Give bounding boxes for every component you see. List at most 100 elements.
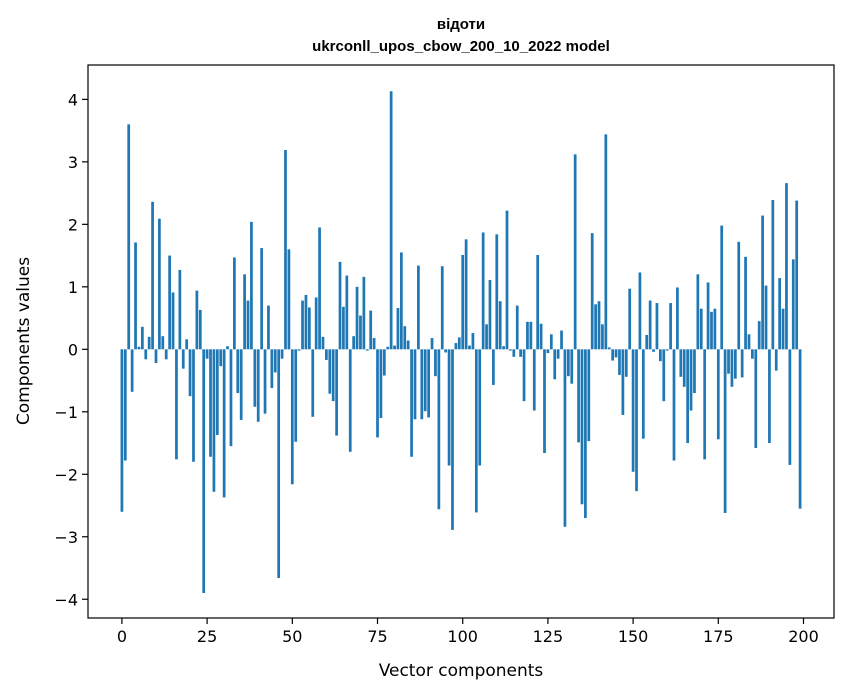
- x-tick-label: 175: [703, 627, 734, 646]
- bar-16: [175, 349, 178, 460]
- bar-62: [331, 349, 335, 402]
- bar-33: [233, 257, 236, 350]
- bar-103: [471, 333, 475, 350]
- bar-164: [679, 349, 683, 377]
- bar-123: [539, 323, 543, 350]
- bar-86: [413, 349, 417, 420]
- bar-152: [638, 272, 642, 350]
- bar-74: [372, 338, 376, 350]
- bar-147: [621, 349, 625, 415]
- bar-4: [134, 242, 137, 350]
- bar-197: [791, 259, 795, 350]
- bar-139: [594, 304, 597, 350]
- bar-26: [209, 349, 212, 457]
- x-tick-label: 125: [533, 627, 564, 646]
- x-tick-label: 75: [367, 627, 387, 646]
- bar-35: [239, 349, 243, 420]
- bar-25: [205, 349, 209, 359]
- bar-72: [365, 349, 369, 351]
- bar-66: [345, 275, 349, 350]
- bar-83: [403, 326, 407, 350]
- bar-series: [120, 91, 802, 593]
- bar-34: [236, 349, 240, 394]
- bar-94: [440, 266, 444, 350]
- bar-67: [348, 349, 352, 452]
- bar-194: [781, 308, 785, 350]
- bar-29: [219, 349, 223, 367]
- bar-22: [195, 290, 199, 350]
- bar-32: [229, 349, 233, 447]
- bar-193: [778, 278, 782, 350]
- bar-113: [505, 210, 509, 350]
- bar-41: [260, 248, 263, 350]
- bar-166: [686, 349, 689, 444]
- bar-46: [277, 349, 281, 579]
- bar-54: [304, 294, 308, 350]
- bar-96: [447, 349, 451, 466]
- bar-78: [386, 346, 390, 350]
- bar-151: [635, 349, 638, 492]
- bar-42: [263, 349, 267, 414]
- chart-title-line1: відоти: [437, 16, 485, 33]
- bar-189: [764, 285, 768, 350]
- bar-82: [400, 252, 403, 350]
- bar-126: [549, 334, 553, 350]
- bar-184: [747, 334, 751, 350]
- bar-122: [536, 254, 540, 350]
- bar-105: [478, 349, 482, 466]
- bar-14: [168, 255, 171, 350]
- bar-60: [325, 349, 328, 360]
- bar-61: [328, 349, 332, 394]
- bar-146: [618, 349, 621, 375]
- bar-150: [631, 349, 635, 472]
- bar-31: [226, 346, 229, 350]
- bar-45: [273, 349, 277, 373]
- bar-20: [188, 349, 192, 397]
- bar-162: [672, 349, 676, 461]
- bar-17: [178, 269, 182, 350]
- bar-9: [151, 201, 154, 350]
- bar-165: [682, 349, 686, 387]
- bar-173: [710, 311, 713, 350]
- bar-44: [270, 349, 274, 389]
- bar-124: [543, 349, 546, 454]
- x-axis-label: Vector components: [379, 661, 544, 681]
- bar-58: [318, 227, 321, 350]
- bar-159: [662, 349, 666, 402]
- bar-185: [751, 349, 754, 359]
- bar-63: [335, 349, 338, 436]
- bar-15: [171, 292, 175, 350]
- y-tick-label: 0: [68, 340, 78, 359]
- bar-23: [198, 309, 202, 350]
- bar-148: [624, 349, 628, 377]
- y-tick-label: −3: [54, 528, 78, 547]
- bar-49: [287, 249, 291, 350]
- bar-198: [795, 200, 799, 350]
- bar-21: [192, 349, 195, 462]
- bar-175: [716, 349, 720, 440]
- bar-191: [771, 199, 775, 350]
- bar-79: [389, 91, 393, 350]
- y-axis-label: Components values: [14, 257, 34, 425]
- bar-107: [485, 324, 488, 350]
- bar-127: [553, 349, 557, 380]
- bar-130: [563, 349, 567, 527]
- bar-125: [546, 349, 550, 354]
- bar-155: [648, 300, 652, 350]
- bar-68: [352, 336, 356, 350]
- bar-129: [560, 330, 563, 350]
- bar-59: [321, 336, 325, 350]
- bar-168: [693, 349, 696, 394]
- bar-177: [723, 349, 727, 514]
- bar-100: [461, 254, 465, 350]
- x-tick-label: 25: [197, 627, 217, 646]
- bar-10: [154, 349, 158, 364]
- bar-183: [744, 256, 747, 350]
- bar-19: [185, 339, 189, 350]
- bar-153: [641, 349, 645, 439]
- y-axis: −4 −3 −2 −1 0 1 2 3 4: [54, 90, 88, 609]
- bar-55: [307, 307, 311, 350]
- bar-108: [488, 279, 492, 350]
- bar-135: [580, 349, 584, 505]
